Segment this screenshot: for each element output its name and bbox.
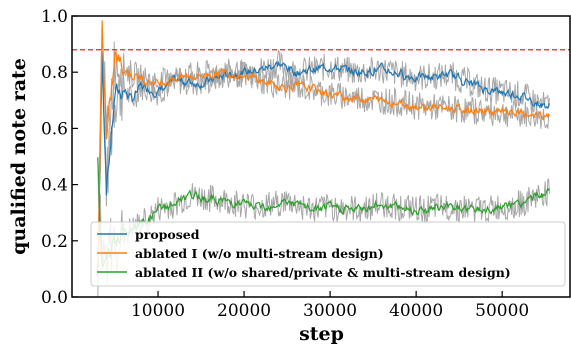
- axis-ticks: 0.0 0.2 0.4 0.6 0.8 1.0 10000 20000 30000 40000 50…: [41, 7, 529, 321]
- series-raw-line-2: [97, 159, 550, 286]
- x-tick-label: 50000: [475, 301, 529, 321]
- legend-box: [90, 221, 566, 287]
- x-tick-label: 40000: [389, 301, 443, 321]
- y-tick-label: 0.6: [41, 119, 68, 139]
- series-line-2: [97, 157, 550, 269]
- series-lines: [97, 20, 551, 279]
- legend: proposed ablated I (w/o multi-stream desi…: [90, 221, 566, 287]
- plot-frame: [71, 15, 571, 298]
- series-line-0: [97, 52, 551, 268]
- x-tick-label: 20000: [217, 301, 271, 321]
- series-line-1: [97, 20, 550, 279]
- y-tick-label: 0.8: [41, 63, 68, 83]
- y-tick-label: 1.0: [41, 7, 68, 27]
- series-raw-line-1: [97, 41, 550, 298]
- x-axis-title: step: [299, 323, 344, 345]
- y-tick-label: 0.4: [41, 176, 68, 196]
- y-axis-title: qualified note rate: [8, 58, 30, 255]
- y-tick-label: 0.2: [41, 232, 68, 252]
- legend-label-0: proposed: [135, 227, 200, 242]
- y-tick-label: 0.0: [41, 288, 68, 308]
- legend-label-1: ablated I (w/o multi-stream design): [135, 246, 384, 261]
- legend-label-2: ablated II (w/o shared/private & multi-s…: [135, 265, 511, 280]
- x-tick-label: 10000: [131, 301, 185, 321]
- x-tick-label: 30000: [303, 301, 357, 321]
